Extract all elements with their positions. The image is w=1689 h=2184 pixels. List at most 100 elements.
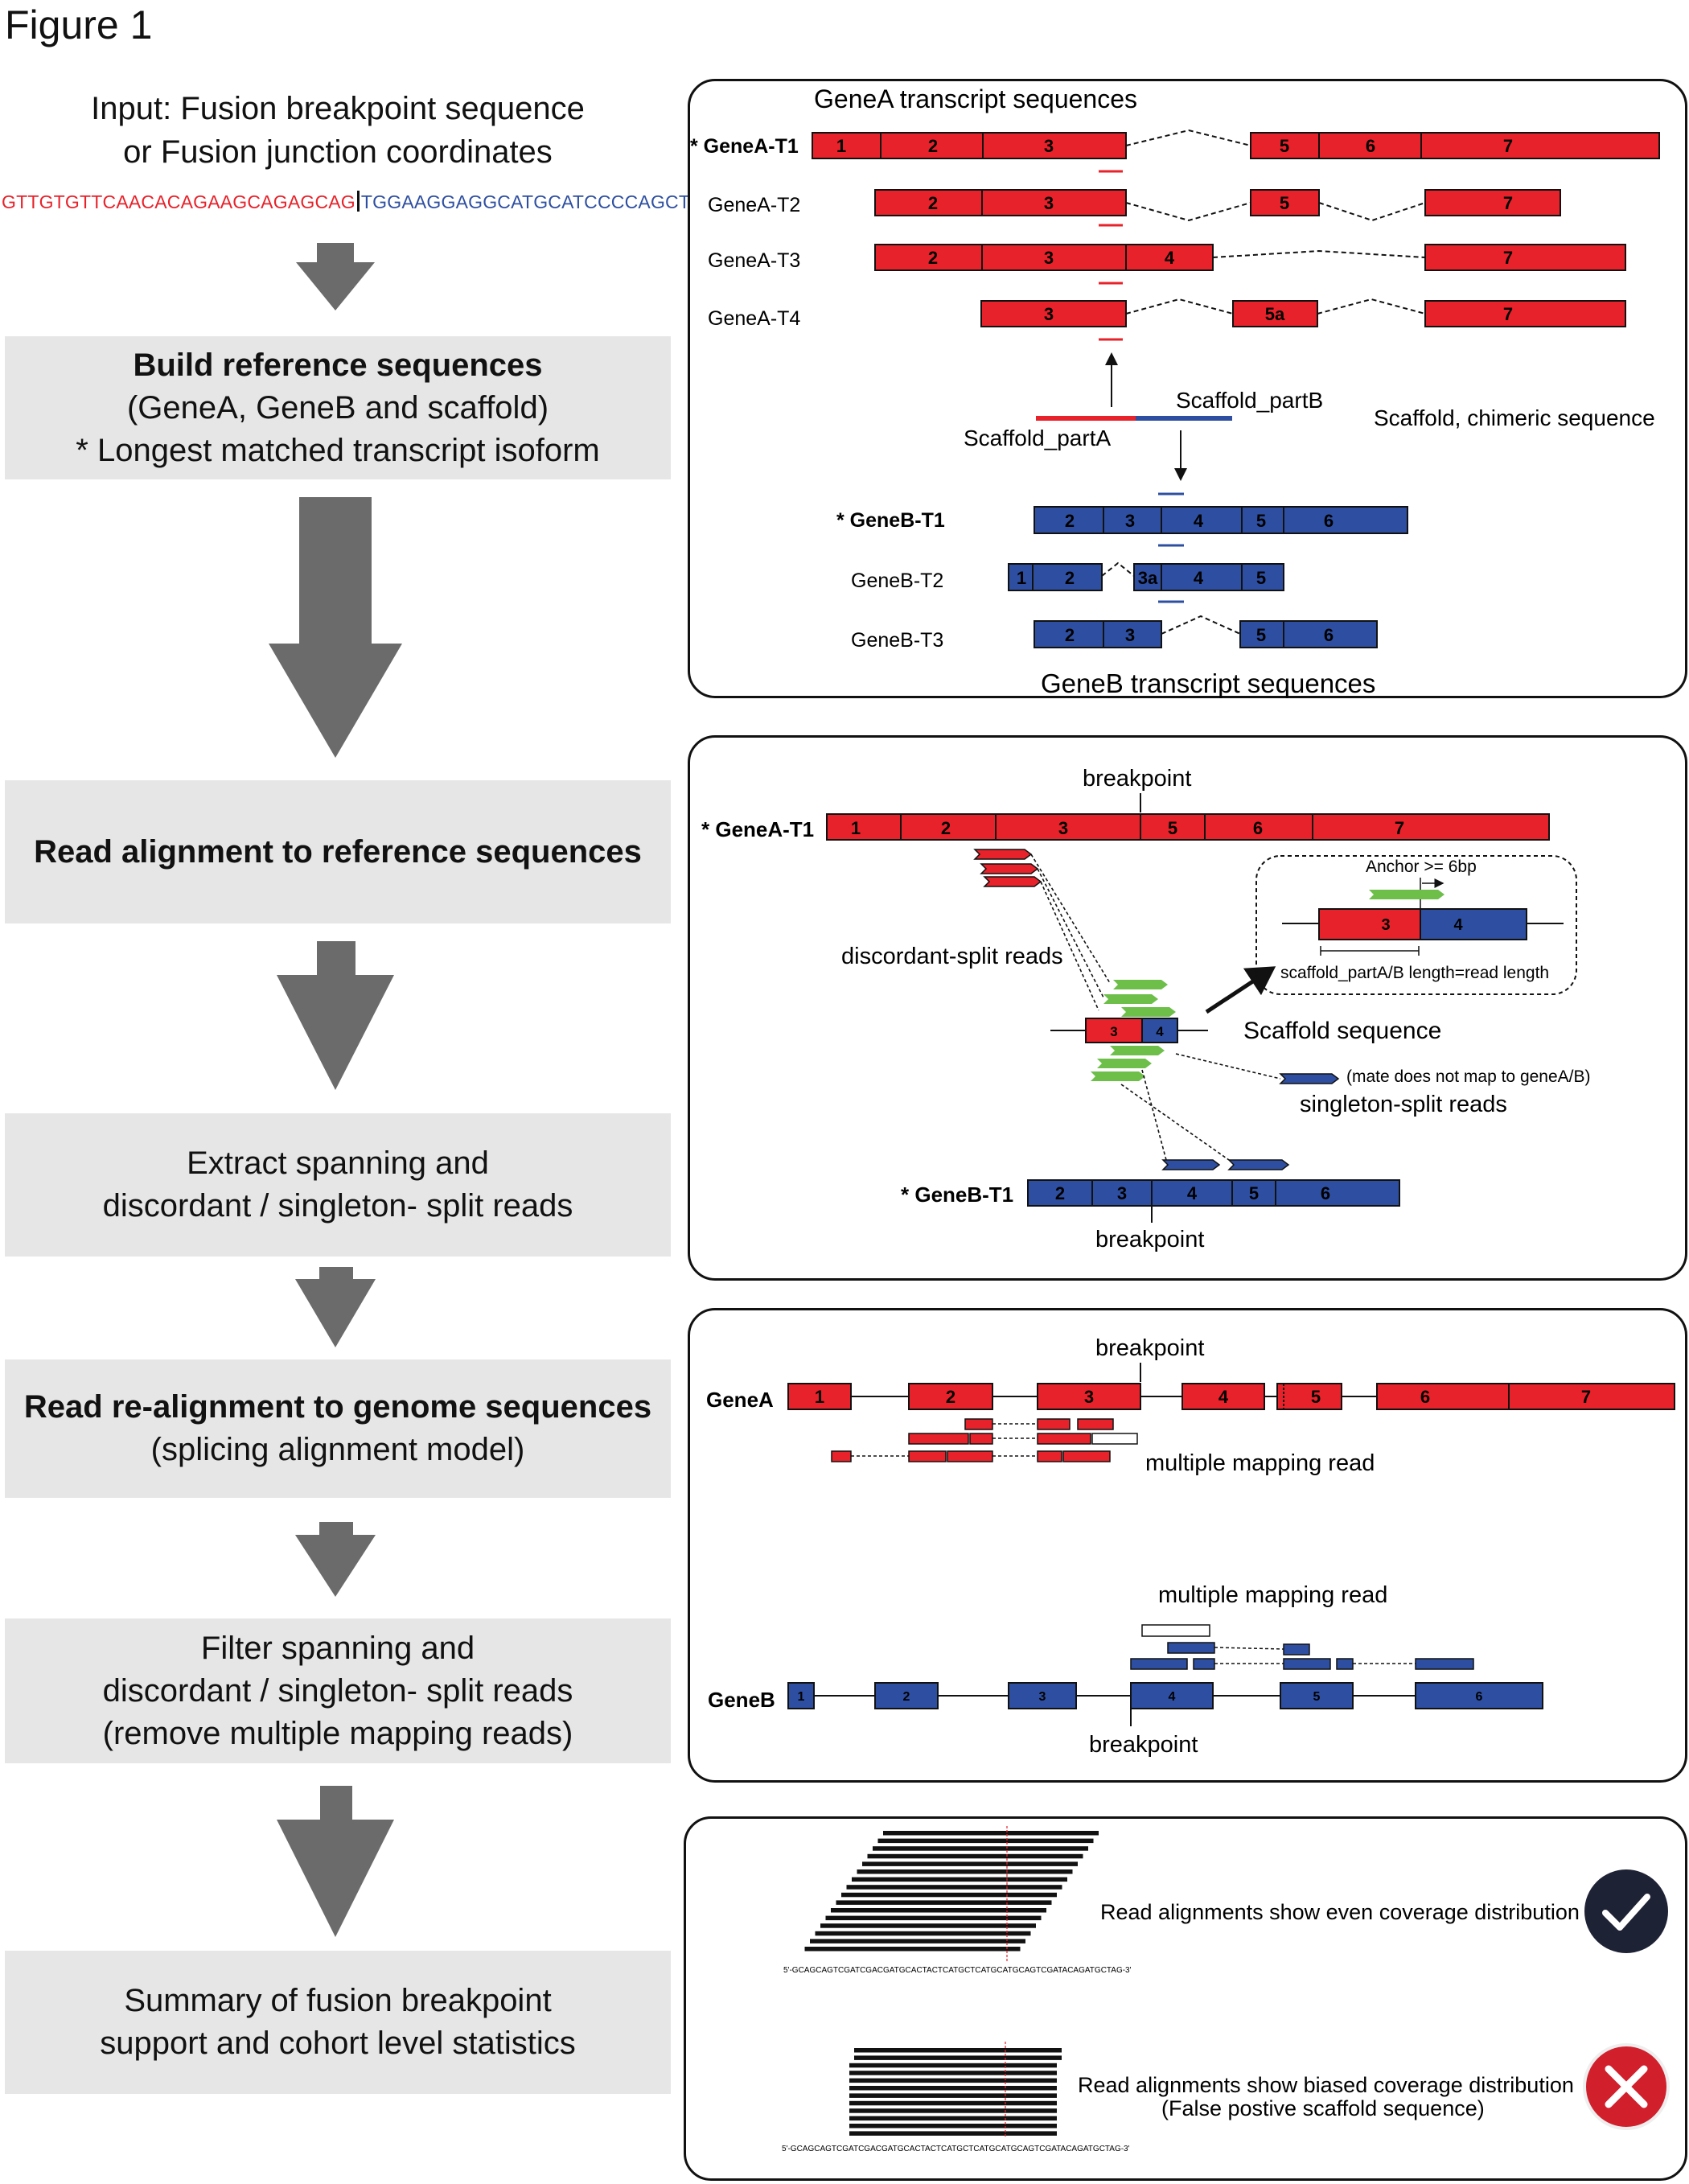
svg-text:5: 5	[1313, 1690, 1321, 1704]
aligned-read	[883, 1831, 1099, 1836]
genea-genome-label: GeneA	[706, 1388, 774, 1412]
svg-text:3: 3	[1125, 511, 1135, 531]
extract-line2: discordant / singleton- split reads	[102, 1188, 573, 1224]
breakpoint-label-top: breakpoint	[1083, 766, 1191, 792]
even-coverage-label: Read alignments show even coverage distr…	[1100, 1900, 1580, 1924]
discordant-reads-geneb	[1161, 1159, 1290, 1170]
figure-title: Figure 1	[5, 2, 153, 47]
aligned-read	[852, 1877, 1067, 1882]
filter-line1: Filter spanning and	[200, 1630, 475, 1666]
svg-text:6: 6	[1253, 818, 1263, 838]
genea-t3-label: GeneA-T3	[708, 249, 800, 272]
aligned-read	[849, 2116, 1057, 2121]
genea-genome-exons	[787, 1383, 1675, 1410]
svg-text:1: 1	[836, 136, 846, 156]
aligned-read	[867, 1853, 1083, 1859]
svg-text:7: 7	[1503, 193, 1513, 213]
arrow-6	[277, 1786, 394, 1937]
genea-t4-exons	[980, 300, 1626, 327]
aligned-read	[849, 2100, 1057, 2106]
svg-text:3: 3	[1381, 916, 1390, 934]
sequence-part-a: GTTGTGTTCAACACAGAAGCAGAGCAG	[2, 191, 355, 212]
arrow-3	[277, 941, 394, 1090]
genea-t1-label: * GeneA-T1	[690, 135, 799, 158]
discordant-reads-label: discordant-split reads	[841, 944, 1063, 969]
biased-coverage-reads	[849, 2048, 1062, 2136]
svg-text:4: 4	[1453, 916, 1463, 934]
svg-text:1: 1	[1017, 568, 1026, 588]
aligned-read	[836, 1900, 1052, 1905]
aligned-read	[820, 1923, 1036, 1928]
svg-text:3: 3	[1110, 1024, 1117, 1039]
genea-t1-alignment-label: * GeneA-T1	[701, 817, 814, 841]
aligned-read	[831, 1908, 1046, 1913]
panel4-content: 5'-GCAGCAGTCGATCGACGATGCACTACTCATGCTCATG…	[782, 1826, 1670, 2153]
svg-text:3: 3	[1058, 818, 1068, 838]
genea-t4-label: GeneA-T4	[708, 307, 800, 330]
summary-line1: Summary of fusion breakpoint	[124, 1983, 552, 2018]
svg-text:2: 2	[903, 1690, 910, 1704]
svg-text:4: 4	[1187, 1183, 1198, 1203]
realign-line2: (splicing alignment model)	[150, 1432, 525, 1467]
align-title: Read alignment to reference sequences	[34, 833, 642, 870]
aligned-read	[854, 2048, 1062, 2053]
geneb-multiple-mapping-read	[1141, 1624, 1210, 1637]
singleton-reads-label: singleton-split reads	[1300, 1092, 1507, 1117]
svg-text:3: 3	[1125, 625, 1135, 645]
aligned-read	[857, 1869, 1073, 1874]
discordant-reads-genea	[973, 849, 1042, 887]
aligned-read	[849, 2086, 1057, 2091]
svg-text:1: 1	[851, 818, 861, 838]
geneb-genome-label: GeneB	[708, 1688, 775, 1712]
geneb-t2-exons	[1008, 563, 1284, 591]
genea-aligned-reads	[831, 1418, 1114, 1462]
input-description: Input: Fusion breakpoint sequence or Fus…	[0, 87, 676, 174]
filter-line3: (remove multiple mapping reads)	[102, 1715, 573, 1751]
build-line2: (GeneA, GeneB and scaffold)	[126, 389, 549, 426]
genea-t1-exon-numbers: 1 2 3 5 6 7	[836, 136, 1513, 156]
panel1-content: GeneA transcript sequences * GeneA-T1 1 2…	[690, 84, 1660, 698]
svg-text:3: 3	[1044, 248, 1054, 268]
svg-text:7: 7	[1503, 304, 1513, 324]
svg-text:4: 4	[1194, 511, 1204, 531]
scaffold-part-b-label: Scaffold_partB	[1176, 388, 1323, 413]
geneb-multi-label: multiple mapping read	[1158, 1582, 1387, 1608]
svg-text:3: 3	[1117, 1183, 1127, 1203]
geneb-t2-label: GeneB-T2	[851, 570, 943, 592]
svg-text:2: 2	[1055, 1183, 1065, 1203]
svg-text:5: 5	[1280, 193, 1289, 213]
scaffold-sequence-label: Scaffold sequence	[1243, 1018, 1441, 1044]
svg-text:2: 2	[928, 136, 938, 156]
geneb-breakpoint-label: breakpoint	[1089, 1732, 1198, 1758]
svg-text:6: 6	[1420, 1387, 1430, 1407]
svg-text:2: 2	[1065, 625, 1075, 645]
aligned-read	[849, 2124, 1057, 2128]
arrow-2	[269, 497, 402, 758]
panel3-content: breakpoint GeneA 1 2 3 4 5 6 7 multiple mappin…	[706, 1335, 1675, 1758]
geneb-transcripts-header: GeneB transcript sequences	[1041, 668, 1375, 698]
svg-text:4: 4	[1218, 1387, 1229, 1407]
svg-text:7: 7	[1395, 818, 1404, 838]
genea-transcripts-header: GeneA transcript sequences	[814, 84, 1137, 113]
aligned-read	[849, 2108, 1057, 2113]
aligned-read	[862, 1861, 1078, 1866]
genea-t1-exons	[812, 132, 1660, 159]
extract-line1: Extract spanning and	[187, 1145, 489, 1181]
scaffold-part-a-label: Scaffold_partA	[964, 426, 1111, 450]
geneb-genome-exons	[787, 1682, 1543, 1709]
geneb-t3-exons	[1034, 620, 1378, 648]
scaffold-part-a-box	[1085, 1018, 1143, 1043]
svg-text:3: 3	[1044, 136, 1054, 156]
geneb-aligned-reads	[1130, 1642, 1474, 1670]
svg-text:6: 6	[1321, 1183, 1330, 1203]
genea-t2-label: GeneA-T2	[708, 194, 800, 216]
svg-text:1: 1	[798, 1690, 805, 1704]
step-extract-reads: Extract spanning and discordant / single…	[5, 1113, 671, 1257]
svg-text:5: 5	[1249, 1183, 1259, 1203]
build-title: Build reference sequences	[133, 347, 543, 383]
aligned-read	[849, 2131, 1057, 2136]
svg-text:7: 7	[1581, 1387, 1591, 1407]
geneb-t1-reference	[1027, 1179, 1400, 1207]
svg-text:6: 6	[1324, 625, 1334, 645]
